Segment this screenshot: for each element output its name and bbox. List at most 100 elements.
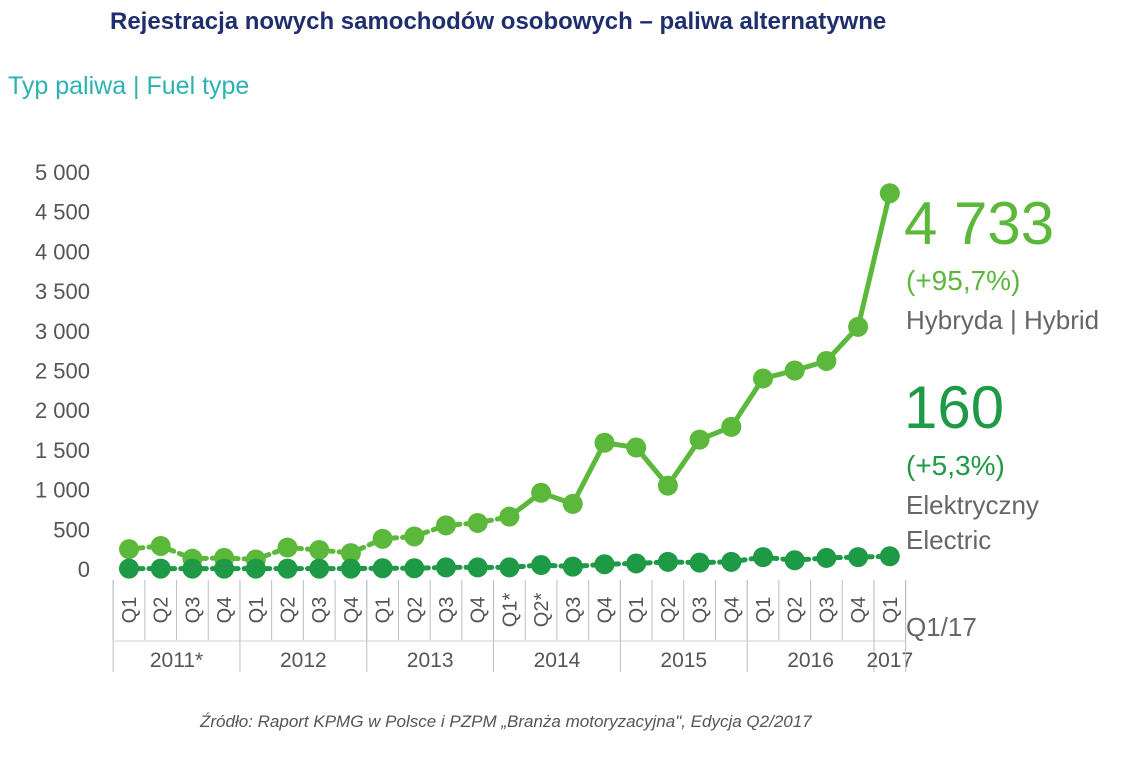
data-point	[753, 368, 773, 389]
x-tick-label: Q4	[595, 597, 617, 624]
x-tick-label: Q3	[436, 597, 458, 624]
data-point	[721, 416, 742, 437]
data-point	[404, 526, 425, 547]
data-point	[531, 482, 552, 503]
data-point	[277, 537, 298, 558]
x-tick-label: Q3	[690, 597, 712, 624]
hybrid-series-label: Hybryda | Hybrid	[906, 305, 1100, 335]
data-point	[499, 506, 520, 527]
y-tick-label: 3 000	[35, 319, 90, 344]
y-tick-label: 2 000	[35, 398, 90, 423]
x-tick-label: Q2	[151, 597, 173, 624]
data-point	[150, 558, 171, 579]
series-segment	[570, 440, 607, 507]
x-tick-label: Q2	[404, 597, 426, 624]
data-point	[784, 360, 805, 381]
data-point	[753, 547, 773, 568]
y-axis: 0 500 1 000 1 500 2 000 2 500 3 000 3 500 4 000 4…	[35, 160, 90, 582]
x-tick-label: Q4	[848, 597, 870, 624]
data-point	[467, 512, 488, 533]
data-point	[467, 557, 488, 578]
data-point	[436, 515, 456, 536]
x-tick-label: Q1	[119, 597, 141, 624]
data-point	[657, 551, 678, 572]
data-point	[119, 558, 139, 579]
data-point	[372, 558, 393, 579]
data-point	[784, 550, 805, 571]
year-group-label: 2016	[787, 649, 834, 672]
data-point	[531, 555, 552, 576]
data-point	[340, 543, 361, 564]
electric-value-callout: 160	[904, 374, 1005, 441]
data-point	[594, 554, 615, 575]
year-group-label: 2013	[407, 649, 454, 672]
period-label: Q1/17	[906, 612, 977, 642]
data-point	[562, 556, 583, 577]
y-tick-label: 1 000	[35, 478, 90, 503]
data-point	[816, 350, 837, 371]
data-point	[626, 553, 647, 574]
data-point	[816, 547, 837, 568]
data-point	[594, 432, 615, 453]
data-point	[404, 558, 425, 579]
data-point	[277, 558, 298, 579]
x-tick-label: Q3	[309, 597, 331, 624]
y-tick-label: 2 500	[35, 359, 90, 384]
x-tick-label: Q2	[785, 597, 807, 624]
x-tick-label: Q2	[278, 597, 300, 624]
year-group-label: 2012	[280, 649, 327, 672]
electric-series-label-pl: Elektryczny	[906, 490, 1039, 520]
x-tick-label: Q1	[753, 597, 775, 624]
data-point	[309, 558, 330, 579]
x-tick-label: Q4	[721, 597, 743, 624]
data-point	[721, 551, 742, 572]
y-tick-label: 0	[78, 557, 90, 582]
data-point	[372, 528, 393, 549]
data-point	[214, 558, 235, 579]
x-tick-label: Q1	[373, 597, 395, 624]
hybrid-change-callout: (+95,7%)	[906, 265, 1021, 296]
year-group-label: 2017	[866, 649, 913, 672]
hybrid-value-callout: 4 733	[904, 190, 1055, 257]
y-tick-label: 4 500	[35, 200, 90, 225]
data-point	[245, 558, 266, 579]
x-tick-label: Q1	[880, 597, 902, 624]
data-point	[499, 557, 520, 578]
data-point	[150, 535, 171, 556]
data-point	[689, 429, 710, 450]
x-tick-label: Q1	[246, 597, 268, 624]
year-group-label: 2015	[660, 649, 707, 672]
data-point	[436, 557, 456, 578]
source-note: Źródło: Raport KPMG w Polsce i PZPM „Bra…	[200, 712, 812, 731]
electric-change-callout: (+5,3%)	[906, 450, 1005, 481]
y-tick-label: 1 500	[35, 438, 90, 463]
y-tick-label: 5 000	[35, 160, 90, 185]
data-point	[689, 552, 710, 573]
y-tick-label: 500	[53, 517, 90, 542]
x-tick-label: Q1	[626, 597, 648, 624]
x-tick-label: Q4	[468, 597, 490, 624]
chart-subtitle: Typ paliwa | Fuel type	[8, 72, 250, 100]
x-tick-label: Q1*	[499, 593, 521, 628]
data-point	[182, 558, 203, 579]
data-point	[340, 558, 361, 579]
data-point	[879, 546, 900, 567]
x-tick-label: Q4	[341, 597, 363, 624]
data-point	[879, 183, 900, 204]
data-point	[626, 437, 647, 458]
data-point	[848, 547, 869, 568]
series-segment	[855, 190, 893, 330]
x-axis: Q1 Q2 Q3 Q4 Q1 Q2 Q3 Q4 Q1 Q2 Q3 Q4 Q1* Q2* Q3 Q4 Q1 Q2 Q3…	[112, 580, 913, 672]
series-electric	[119, 546, 900, 579]
data-point	[848, 316, 869, 337]
series-hybrid	[119, 183, 900, 570]
x-tick-label: Q3	[563, 597, 585, 624]
electric-series-label-en: Electric	[906, 525, 992, 555]
data-point	[657, 475, 678, 496]
chart-title: Rejestracja nowych samochodów osobowych …	[110, 8, 887, 35]
x-tick-label: Q2*	[531, 593, 553, 628]
year-group-label: 2011*	[150, 649, 203, 672]
x-tick-label: Q4	[214, 597, 236, 624]
x-tick-label: Q3	[182, 597, 204, 624]
